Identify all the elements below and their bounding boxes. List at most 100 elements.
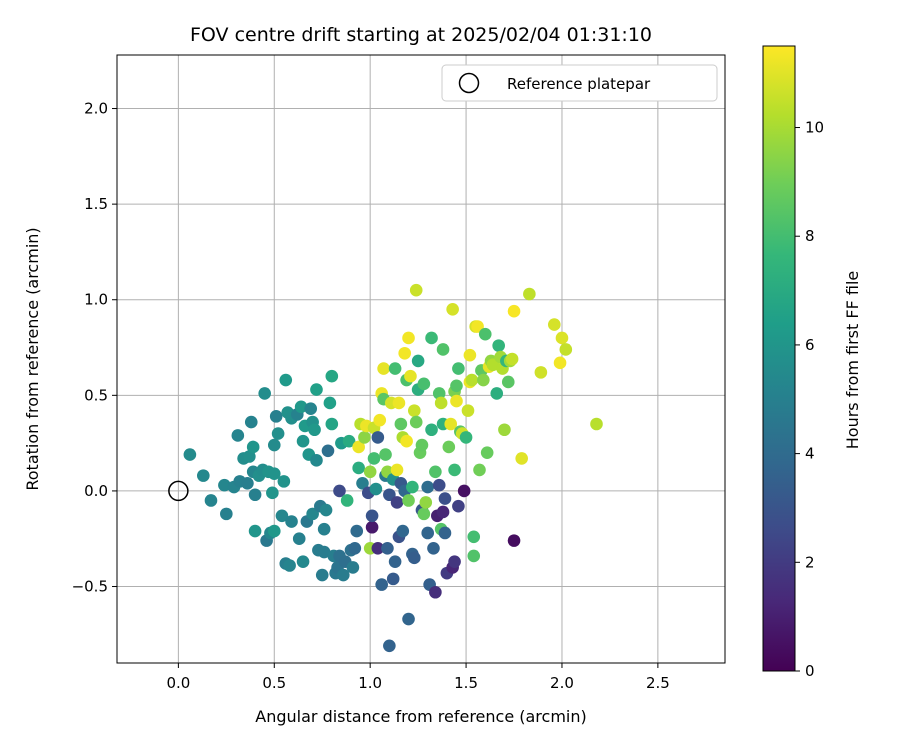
data-point — [555, 331, 569, 345]
data-point — [277, 475, 291, 488]
data-point — [386, 572, 400, 586]
data-point — [406, 480, 419, 494]
data-point — [553, 356, 567, 370]
data-point — [467, 549, 481, 563]
data-point — [523, 287, 536, 301]
data-point — [317, 545, 331, 559]
data-point — [246, 440, 260, 454]
data-point — [244, 415, 258, 429]
data-point — [283, 559, 296, 572]
data-point — [402, 331, 415, 345]
data-point — [467, 530, 481, 544]
data-point — [292, 532, 306, 546]
data-point — [308, 423, 321, 437]
data-point — [461, 404, 475, 417]
data-point — [377, 362, 390, 375]
data-point — [442, 440, 456, 454]
data-point — [183, 448, 197, 461]
colorbar-label: Hours from first FF file — [843, 271, 862, 450]
data-point — [248, 524, 262, 538]
data-point — [425, 423, 438, 437]
data-point — [402, 612, 415, 626]
data-point — [352, 440, 365, 454]
data-point — [315, 568, 329, 582]
scatter-points — [183, 283, 603, 653]
data-point — [459, 431, 473, 444]
data-point — [498, 423, 511, 437]
data-point — [417, 507, 431, 521]
data-point — [402, 494, 415, 507]
data-point — [275, 509, 289, 523]
data-point — [559, 343, 573, 356]
y-tick-label: −0.5 — [72, 578, 108, 596]
x-axis-ticks: 0.0 0.5 1.0 1.5 2.0 2.5 — [166, 663, 670, 692]
colorbar-gradient-bar — [762, 45, 796, 672]
data-point — [450, 394, 463, 408]
data-point — [319, 503, 333, 517]
data-point — [486, 358, 500, 372]
data-point — [390, 496, 404, 509]
data-point — [310, 383, 323, 396]
data-point — [373, 413, 387, 427]
data-point — [427, 541, 440, 555]
data-point — [421, 480, 435, 494]
data-point — [381, 541, 394, 555]
data-point — [490, 387, 504, 400]
data-point — [429, 465, 442, 479]
data-point — [452, 362, 465, 375]
data-point — [471, 320, 484, 333]
data-point — [409, 283, 423, 297]
data-point — [448, 555, 461, 568]
data-point — [398, 346, 411, 360]
data-point — [383, 639, 396, 653]
data-point — [304, 402, 318, 416]
data-point — [296, 434, 310, 448]
x-tick-label: 0.5 — [262, 674, 286, 692]
data-point — [325, 369, 339, 383]
data-point — [267, 467, 281, 481]
x-tick-label: 0.0 — [166, 674, 190, 692]
data-point — [267, 524, 281, 538]
y-tick-label: 0.0 — [84, 482, 108, 500]
data-point — [477, 373, 490, 387]
data-point — [350, 524, 364, 538]
data-point — [407, 404, 421, 417]
data-point — [383, 488, 396, 502]
data-point — [375, 578, 388, 591]
reference-platepar-marker — [168, 480, 189, 502]
legend-box — [441, 64, 718, 102]
data-point — [342, 434, 356, 448]
data-point — [480, 446, 494, 459]
colorbar-ticks: 0 2 4 6 8 10 — [795, 119, 824, 680]
colorbar-tick-label: 6 — [805, 336, 815, 354]
y-axis-label: Rotation from reference (arcmin) — [23, 227, 42, 490]
x-axis-label: Angular distance from reference (arcmin) — [255, 707, 586, 726]
data-point — [473, 463, 486, 477]
plot-frame — [116, 54, 726, 664]
data-point — [419, 496, 433, 509]
data-point — [450, 379, 463, 393]
x-tick-label: 1.0 — [358, 674, 382, 692]
data-point — [590, 417, 603, 431]
data-point — [371, 431, 385, 444]
data-point — [356, 476, 369, 490]
data-point — [425, 331, 438, 345]
data-point — [452, 499, 465, 513]
data-point — [547, 318, 561, 331]
data-point — [388, 555, 402, 568]
y-tick-label: 0.5 — [84, 386, 108, 404]
data-point — [438, 526, 452, 540]
colorbar-tick-label: 10 — [805, 119, 824, 137]
data-point — [507, 304, 521, 318]
data-point — [379, 448, 392, 461]
data-point — [534, 366, 548, 379]
data-point — [396, 524, 410, 538]
data-point — [409, 415, 423, 429]
reference-marker-group — [168, 480, 189, 502]
legend: Reference platepar — [441, 64, 718, 102]
data-point — [438, 492, 452, 505]
data-point — [197, 469, 210, 482]
data-point — [294, 400, 308, 414]
data-point — [404, 369, 417, 383]
